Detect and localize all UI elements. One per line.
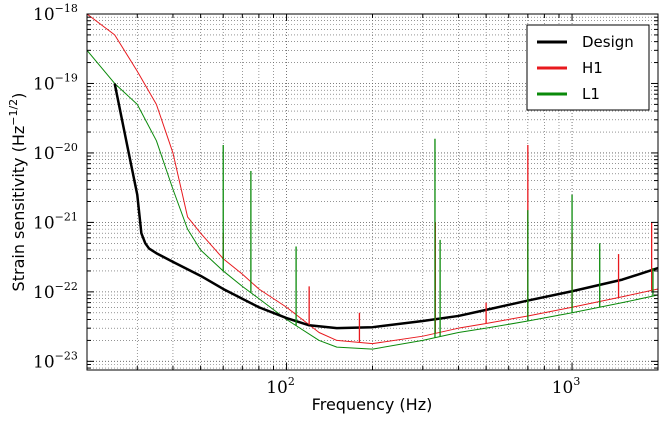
y-tick-label-exp: −18 (55, 2, 78, 15)
y-tick-label: 10−18 (33, 2, 78, 25)
x-tick-label-base: 10 (552, 378, 574, 398)
y-tick-label-exp: −23 (55, 349, 78, 362)
y-tick-label-exp: −22 (55, 280, 78, 293)
y-axis-label-main: Strain sensitivity (Hz (9, 126, 28, 292)
y-tick-label: 10−19 (33, 71, 78, 94)
series-layer (87, 14, 658, 350)
x-tick-label: 103 (552, 375, 581, 398)
y-tick-label: 10−22 (33, 280, 78, 303)
y-tick-label-exp: −20 (55, 141, 78, 154)
y-tick-label-base: 10 (33, 144, 55, 164)
series-line-h1 (87, 14, 658, 345)
series-line-l1 (87, 49, 658, 350)
series-line-design (113, 83, 658, 330)
y-tick-label: 10−21 (33, 210, 78, 233)
x-tick-labels: 102 103 (266, 375, 580, 398)
y-tick-label-exp: −19 (55, 71, 78, 84)
y-axis-label-tail: ) (9, 93, 28, 99)
x-tick-label-base: 10 (266, 378, 288, 398)
x-tick-label-exp: 2 (288, 375, 295, 388)
x-tick-label: 102 (266, 375, 295, 398)
y-tick-label-exp: −21 (55, 210, 78, 223)
legend: Design H1 L1 (526, 24, 650, 111)
legend-label-h1: H1 (582, 59, 603, 77)
y-tick-label: 10−20 (33, 141, 78, 164)
axis-ticks (87, 13, 658, 370)
y-tick-label-base: 10 (33, 74, 55, 94)
y-axis-label: Strain sensitivity (Hz−1/2) (7, 93, 28, 292)
legend-label-design: Design (582, 33, 634, 51)
y-tick-label-base: 10 (33, 352, 55, 372)
y-tick-label: 10−23 (33, 349, 78, 372)
x-axis-label: Frequency (Hz) (312, 395, 433, 414)
y-tick-label-base: 10 (33, 213, 55, 233)
y-tick-label-base: 10 (33, 283, 55, 303)
legend-label-l1: L1 (582, 85, 600, 103)
y-axis-label-sup: −1/2 (7, 99, 20, 126)
x-tick-label-exp: 3 (573, 375, 580, 388)
y-tick-label-base: 10 (33, 5, 55, 25)
